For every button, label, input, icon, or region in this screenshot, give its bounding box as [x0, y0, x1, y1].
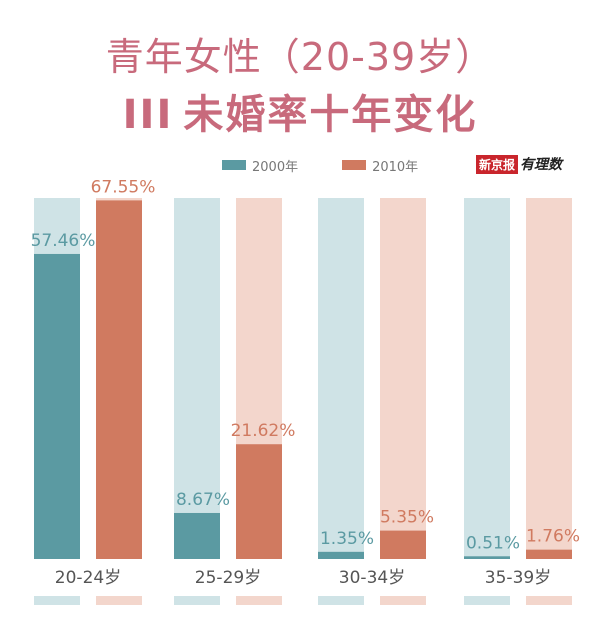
bottom-swatch-1-2	[380, 596, 426, 605]
legend-item-2000: 2000年	[222, 156, 298, 175]
bottom-swatch-1-3	[526, 596, 572, 605]
bar-2010-3	[526, 549, 572, 559]
bottom-swatch-1-0	[96, 596, 142, 605]
bottom-swatch-0-1	[174, 596, 220, 605]
bar-track-0-1	[174, 198, 220, 559]
bar-2000-1	[174, 512, 220, 559]
legend-item-2010: 2010年	[342, 156, 418, 175]
bar-2000-2	[318, 551, 364, 559]
bar-2010-2	[380, 530, 426, 559]
bottom-swatch-0-0	[34, 596, 80, 605]
data-label-2010-2: 5.35%	[380, 508, 434, 528]
data-label-2010-0: 67.55%	[91, 177, 156, 197]
bar-track-1-2	[380, 198, 426, 559]
legend-swatch-2000	[222, 160, 246, 170]
chart-title: 青年女性（20-39岁）	[105, 35, 495, 79]
bar-2010-0	[96, 200, 142, 559]
bar-2000-3	[464, 556, 510, 559]
category-label-0: 20-24岁	[55, 568, 121, 588]
legend: 2000年 2010年	[222, 155, 462, 175]
data-label-2000-2: 1.35%	[320, 529, 374, 549]
bar-track-0-2	[318, 198, 364, 559]
legend-swatch-2010	[342, 160, 367, 170]
data-label-2000-1: 8.67%	[176, 490, 230, 510]
bar-2000-0	[34, 253, 80, 559]
category-label-3: 35-39岁	[485, 568, 551, 588]
data-label-2010-3: 1.76%	[526, 527, 580, 547]
category-label-1: 25-29岁	[195, 568, 261, 588]
legend-label-2010: 2010年	[372, 159, 419, 175]
brand-logo: 新京报 有理数	[476, 154, 562, 174]
bottom-swatch-0-3	[464, 596, 510, 605]
chart-subtitle-text: 未婚率十年变化	[183, 92, 478, 138]
bottom-swatch-1-1	[236, 596, 282, 605]
bottom-swatch-0-2	[318, 596, 364, 605]
bar-track-1-3	[526, 198, 572, 559]
data-label-2010-1: 21.62%	[231, 421, 296, 441]
brand-sub: 有理数	[520, 157, 563, 173]
data-label-2000-0: 57.46%	[31, 231, 96, 251]
data-label-2000-3: 0.51%	[466, 533, 520, 553]
bar-track-0-3	[464, 198, 510, 559]
chart-subtitle: III 未婚率十年变化	[0, 82, 600, 140]
title-bars-icon: III	[122, 92, 174, 138]
brand-name: 新京报	[476, 154, 519, 174]
category-label-2: 30-34岁	[339, 568, 405, 588]
legend-label-2000: 2000年	[252, 159, 299, 175]
bar-2010-1	[236, 444, 282, 559]
